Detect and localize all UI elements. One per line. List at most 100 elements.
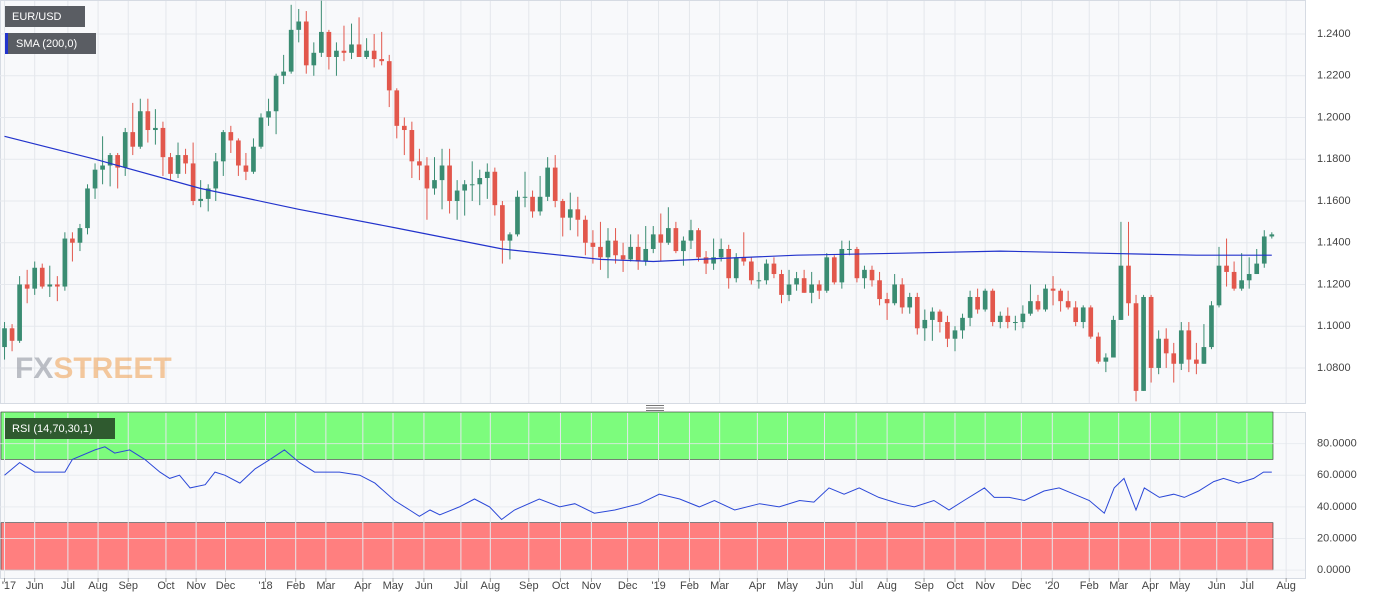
- candle-body: [220, 132, 226, 162]
- sma-label: SMA (200,0): [16, 38, 77, 50]
- marks-layer: [2, 0, 1275, 521]
- candle-body: [635, 246, 641, 262]
- candle-body: [1080, 307, 1086, 323]
- candle-body: [273, 75, 279, 112]
- candle-body: [696, 230, 701, 258]
- candle-body: [1073, 307, 1079, 323]
- candle-body: [1178, 330, 1184, 364]
- candle-body: [1088, 307, 1094, 337]
- candle-body: [530, 196, 535, 212]
- y-tick-label: 1.2400: [1317, 28, 1351, 40]
- sma-line: [4, 135, 1272, 263]
- candle-body: [1005, 315, 1011, 323]
- candle-body: [643, 248, 649, 262]
- x-tick-label: Nov: [975, 580, 995, 592]
- watermark-part: FX: [15, 352, 53, 385]
- candle-body: [1043, 288, 1048, 310]
- candle-body: [922, 319, 928, 329]
- candle-body: [2, 328, 7, 348]
- x-tick-label: Oct: [946, 580, 963, 592]
- candle-body: [869, 269, 875, 281]
- x-tick-label: '20: [1045, 580, 1059, 592]
- candle-body: [107, 155, 113, 166]
- candle-body: [281, 71, 286, 76]
- candle-body: [847, 248, 852, 250]
- candle-body: [1269, 234, 1275, 237]
- candle-body: [666, 228, 671, 243]
- candle-body: [100, 165, 105, 170]
- x-tick-label: Aug: [877, 580, 897, 592]
- candle-body: [424, 165, 430, 189]
- x-tick-label: Mar: [316, 580, 335, 592]
- candle-body: [484, 171, 490, 179]
- candle-body: [952, 330, 958, 339]
- rsi-label-box: [5, 418, 115, 439]
- candle-body: [1231, 271, 1237, 289]
- candle-body: [492, 171, 498, 206]
- y-tick-label: 0.0000: [1317, 564, 1351, 576]
- candle-body: [907, 296, 913, 308]
- candle-body: [930, 311, 935, 320]
- candle-body: [190, 163, 196, 201]
- y-tick-label: 20.0000: [1317, 532, 1357, 544]
- candle-body: [914, 296, 920, 329]
- candle-body: [748, 261, 754, 281]
- candle-body: [401, 125, 407, 131]
- candle-body: [160, 127, 166, 158]
- candle-body: [1246, 274, 1252, 281]
- candle-body: [650, 234, 656, 249]
- candle-body: [439, 165, 445, 181]
- candle-body: [386, 61, 392, 91]
- candle-body: [311, 52, 317, 66]
- x-tick-label: Jun: [816, 580, 834, 592]
- candle-body: [854, 248, 860, 279]
- candle-body: [839, 248, 845, 283]
- candle-body: [598, 246, 603, 258]
- x-tick-label: Feb: [1080, 580, 1099, 592]
- x-tick-label: Jun: [415, 580, 433, 592]
- x-tick-label: Jun: [26, 580, 44, 592]
- candle-body: [394, 90, 400, 126]
- candle-body: [1209, 305, 1214, 348]
- symbol-label-box: [5, 6, 85, 27]
- panel-divider-handle[interactable]: [646, 405, 664, 411]
- candle-body: [975, 296, 980, 310]
- candle-body: [560, 200, 566, 218]
- candle-body: [477, 178, 483, 185]
- x-tick-label: Sep: [914, 580, 934, 592]
- candle-body: [1058, 290, 1063, 302]
- candle-body: [605, 240, 611, 258]
- candle-body: [620, 255, 626, 260]
- candle-body: [1111, 319, 1116, 358]
- candle-body: [213, 161, 219, 189]
- price-panel: [0, 0, 1306, 404]
- symbol-label: EUR/USD: [12, 11, 62, 23]
- x-tick-label: Mar: [1109, 580, 1128, 592]
- x-tick-label: May: [383, 580, 404, 592]
- candle-body: [1254, 263, 1260, 275]
- x-tick-label: Dec: [618, 580, 638, 592]
- x-tick-label: Oct: [157, 580, 174, 592]
- labels-layer: 1.0800 1.1000 1.1200 1.1400 1.1600 1.1800 1.20…: [2, 6, 1357, 592]
- candle-body: [62, 238, 68, 287]
- candle-body: [303, 21, 309, 66]
- candle-body: [1216, 265, 1222, 306]
- candle-body: [24, 284, 30, 289]
- candle-body: [1141, 296, 1146, 391]
- candle-body: [153, 127, 158, 131]
- candle-body: [990, 290, 996, 323]
- candle-body: [613, 240, 618, 256]
- candle-body: [1186, 330, 1192, 360]
- candle-body: [1012, 322, 1018, 324]
- candle-body: [432, 180, 437, 189]
- candle-body: [371, 50, 377, 60]
- candle-body: [703, 257, 709, 264]
- candle-body: [1028, 301, 1033, 314]
- candle-body: [583, 219, 588, 243]
- y-tick-label: 1.1000: [1317, 320, 1351, 332]
- candle-body: [1065, 301, 1071, 308]
- candle-body: [718, 248, 724, 258]
- x-tick-label: Jul: [849, 580, 863, 592]
- candle-body: [1239, 280, 1244, 289]
- x-tick-label: Sep: [118, 580, 138, 592]
